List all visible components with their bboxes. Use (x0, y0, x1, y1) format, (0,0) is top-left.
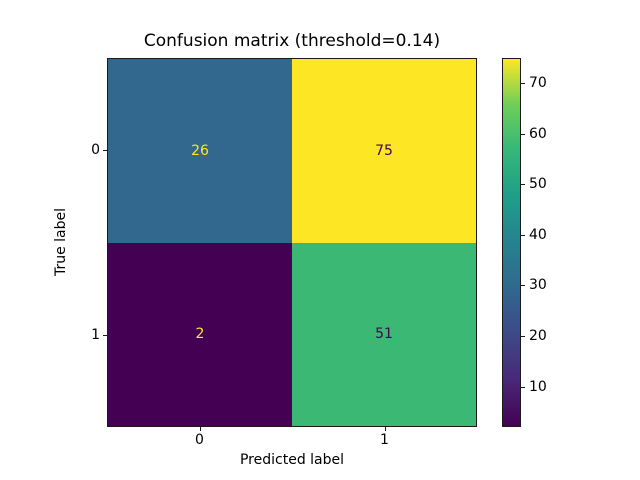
x-tick-label: 0 (195, 432, 204, 448)
y-axis-label: True label (53, 207, 69, 277)
tick-mark (521, 285, 525, 287)
heatmap-grid: 26 75 2 51 (108, 59, 476, 426)
colorbar-tick-label: 50 (529, 176, 547, 193)
cell-value: 51 (375, 326, 393, 343)
colorbar-tick-label: 40 (529, 226, 547, 243)
colorbar-tick-label: 30 (529, 277, 547, 294)
tick-mark (521, 184, 525, 186)
x-axis-label: Predicted label (239, 452, 345, 468)
cell-value: 2 (195, 326, 205, 343)
matrix-cell: 51 (292, 242, 476, 426)
tick-mark (384, 427, 386, 431)
x-tick-label: 1 (380, 432, 389, 448)
colorbar (502, 58, 521, 427)
tick-mark (521, 133, 525, 135)
colorbar-tick-label: 60 (529, 125, 547, 142)
chart-title: Confusion matrix (threshold=0.14) (143, 31, 441, 51)
colorbar-tick-label: 70 (529, 75, 547, 92)
tick-mark (103, 150, 107, 152)
cell-value: 26 (191, 142, 209, 159)
colorbar-gradient (503, 59, 520, 426)
y-tick-label: 1 (91, 326, 100, 343)
tick-mark (521, 336, 525, 337)
heatmap-plot-area: 26 75 2 51 (107, 58, 477, 427)
tick-mark (199, 427, 201, 431)
tick-mark (103, 334, 107, 336)
colorbar-tick-label: 10 (529, 378, 547, 395)
tick-mark (521, 234, 525, 236)
y-tick-label: 0 (91, 142, 100, 159)
colorbar-tick-label: 20 (529, 328, 547, 344)
tick-mark (521, 386, 525, 388)
tick-mark (521, 83, 525, 85)
matrix-cell: 75 (292, 59, 476, 243)
matrix-cell: 2 (108, 242, 292, 426)
cell-value: 75 (375, 142, 393, 159)
matrix-cell: 26 (108, 59, 292, 243)
